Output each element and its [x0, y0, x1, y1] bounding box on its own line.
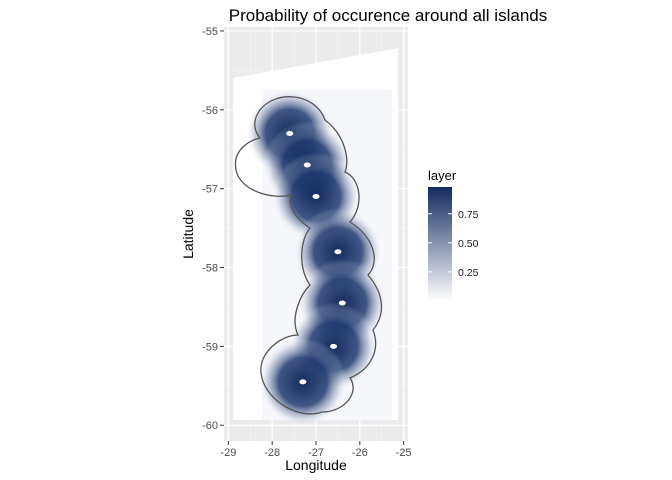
- island: [286, 130, 294, 136]
- x-tick-label: -26: [352, 447, 368, 459]
- x-tick-label: -27: [308, 447, 324, 459]
- islands: [286, 130, 346, 385]
- legend-tick-label: 0.50: [458, 238, 479, 250]
- x-tick-label: -29: [220, 447, 236, 459]
- x-axis: -29 -28 -27 -26 -25: [220, 441, 412, 459]
- y-tick-label: -56: [202, 105, 218, 117]
- y-tick-label: -59: [202, 341, 218, 353]
- y-tick-label: -60: [202, 420, 218, 432]
- y-tick-label: -55: [202, 26, 218, 38]
- buffer-outline: [234, 96, 383, 415]
- island: [312, 194, 320, 200]
- x-axis-label: Longitude: [285, 457, 347, 473]
- legend-colorbar: [428, 187, 452, 301]
- island: [334, 249, 342, 255]
- legend-tick-label: 0.25: [458, 267, 479, 279]
- island: [303, 162, 311, 168]
- x-tick-label: -28: [264, 447, 280, 459]
- y-tick-label: -57: [202, 184, 218, 196]
- y-axis: -55 -56 -57 -58 -59 -60: [202, 26, 224, 432]
- legend-ticks: 0.25 0.50 0.75: [428, 209, 479, 279]
- island: [299, 379, 307, 385]
- x-tick-label: -25: [396, 447, 412, 459]
- island: [338, 300, 346, 306]
- legend: layer 0.25 0.50 0.75: [428, 168, 479, 301]
- island: [330, 343, 338, 349]
- chart-title: Probability of occurence around all isla…: [229, 6, 547, 25]
- legend-tick-label: 0.75: [458, 209, 479, 221]
- y-tick-label: -58: [202, 263, 218, 275]
- legend-title: layer: [428, 168, 457, 183]
- y-axis-label: Latitude: [180, 209, 196, 259]
